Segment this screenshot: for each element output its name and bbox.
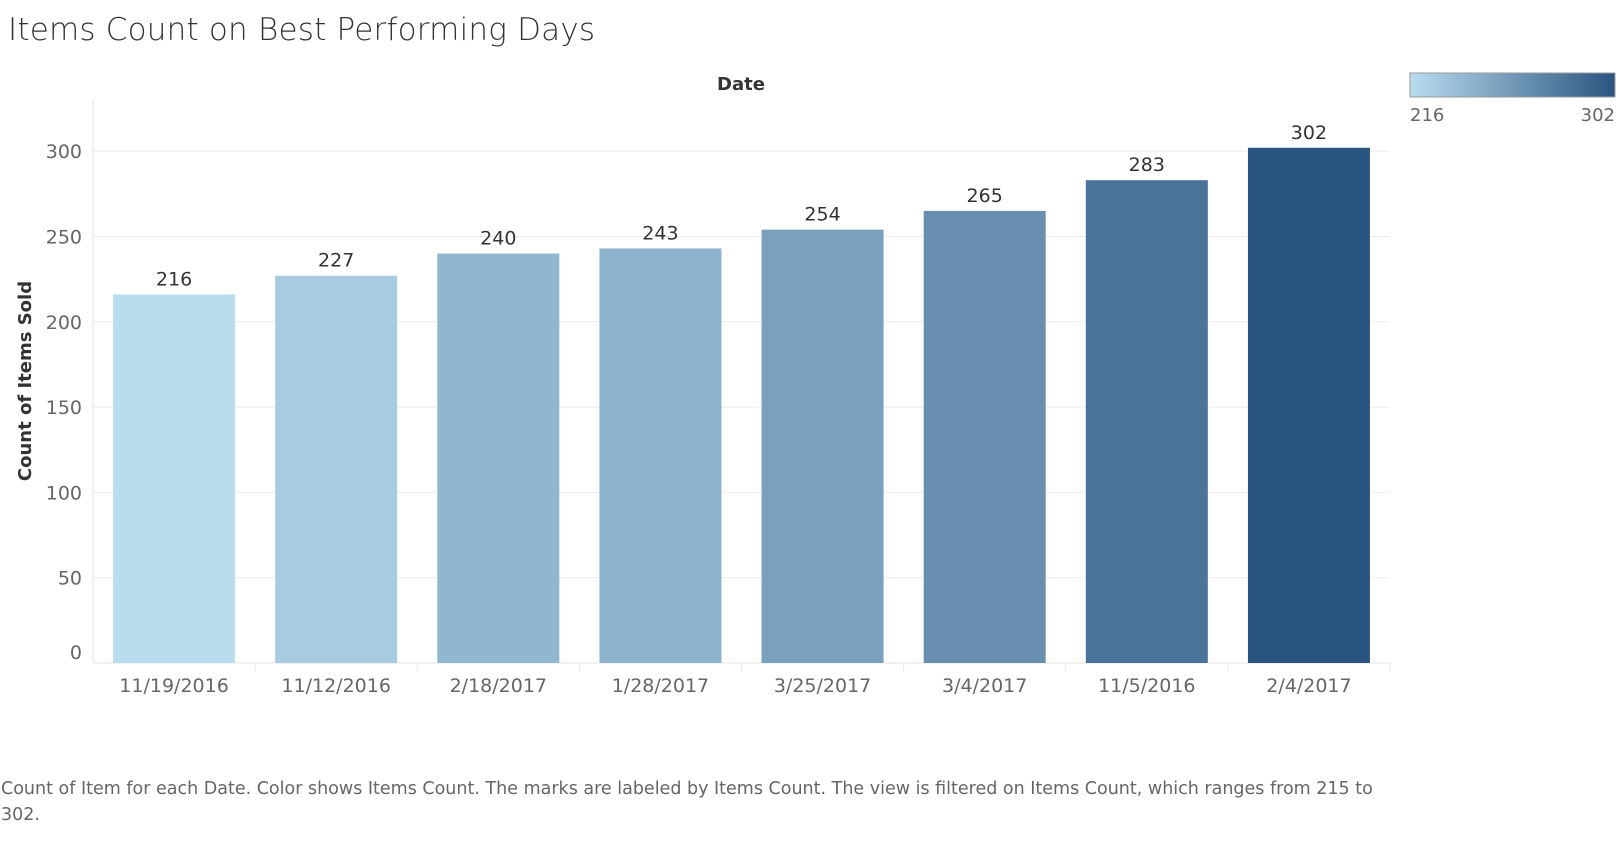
x-tick-label: 2/18/2017 <box>450 675 547 697</box>
bar-value-label: 283 <box>1129 154 1165 176</box>
x-tick-label: 1/28/2017 <box>612 675 709 697</box>
bar-chart: 0 50 100 150 200 250 300 216 11/19/2016 227 11/12… <box>15 72 1616 697</box>
bar <box>1085 180 1208 663</box>
y-tick-label: 0 <box>70 642 82 664</box>
y-tick-label: 50 <box>58 568 82 590</box>
bar-value-label: 265 <box>967 185 1003 207</box>
x-tick-label: 11/12/2016 <box>281 675 391 697</box>
x-tick-label: 3/4/2017 <box>942 675 1027 697</box>
x-axis-title: Date <box>717 74 765 95</box>
x-tick-label: 11/5/2016 <box>1098 675 1195 697</box>
bar <box>599 248 722 663</box>
labels: 216 11/19/2016 227 11/12/2016 240 2/18/2017 24… <box>119 122 1351 697</box>
bar <box>113 294 236 663</box>
bar <box>437 253 560 663</box>
legend-min-label: 216 <box>1410 105 1444 126</box>
chart-title: Items Count on Best Performing Days <box>8 12 596 48</box>
bar-value-label: 243 <box>642 222 678 244</box>
y-axis-title: Count of Items Sold <box>15 281 36 481</box>
y-tick-label: 250 <box>46 226 82 248</box>
y-tick-label: 200 <box>46 312 82 334</box>
x-tick-label: 3/25/2017 <box>774 675 871 697</box>
bar-value-label: 227 <box>318 250 354 272</box>
chart-caption: Count of Item for each Date. Color shows… <box>1 779 1373 825</box>
legend-max-label: 302 <box>1581 105 1615 126</box>
bar-value-label: 254 <box>804 204 840 226</box>
bar-value-label: 302 <box>1291 122 1327 144</box>
color-legend: 216 302 <box>1409 72 1616 126</box>
bar <box>923 210 1046 664</box>
y-tick-label: 150 <box>46 397 82 419</box>
bar-value-label: 240 <box>480 228 516 250</box>
bar <box>275 275 398 663</box>
bar <box>761 229 884 664</box>
y-tick-label: 300 <box>46 141 82 163</box>
bar-value-label: 216 <box>156 268 192 290</box>
bars <box>113 147 1370 664</box>
y-tick-label: 100 <box>46 482 82 504</box>
bar <box>1247 147 1370 663</box>
x-tick-label: 2/4/2017 <box>1266 675 1351 697</box>
legend-gradient-bar <box>1409 72 1616 98</box>
x-tick-label: 11/19/2016 <box>119 675 229 697</box>
